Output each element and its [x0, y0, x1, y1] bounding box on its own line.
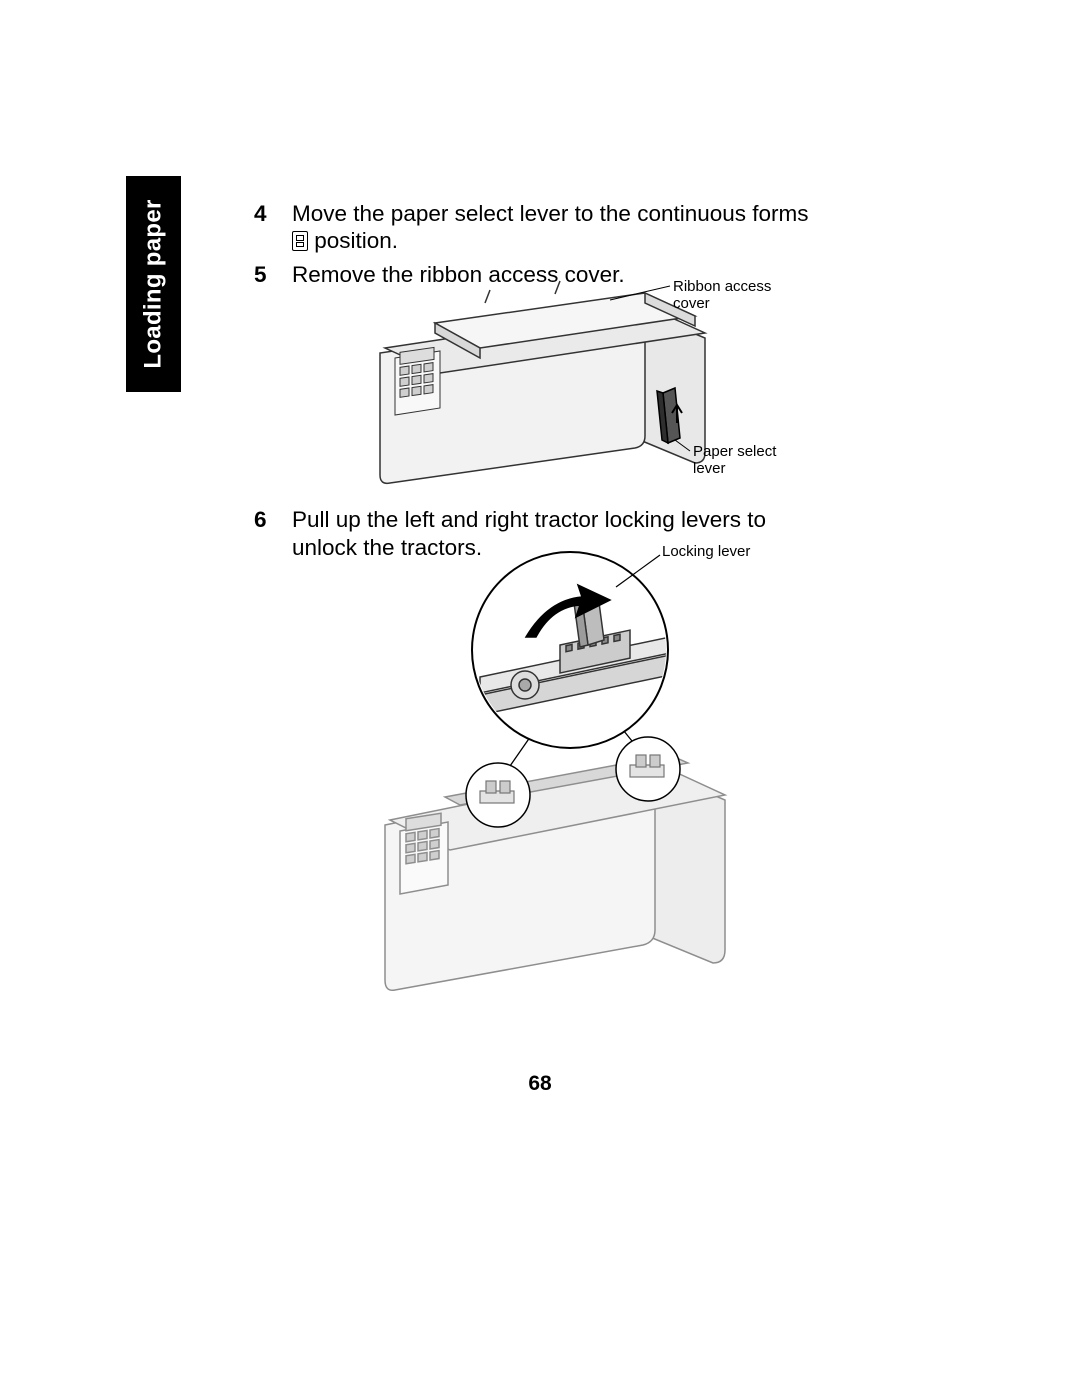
step-text: Move the paper select lever to the conti… [292, 201, 809, 253]
step-4: 4 Move the paper select lever to the con… [254, 200, 824, 255]
label-paper-select-lever: Paper select lever [693, 443, 776, 478]
label-ribbon-access-cover: Ribbon access cover [673, 278, 771, 313]
section-tab: Loading paper [126, 176, 181, 392]
step-number: 6 [254, 506, 267, 533]
figure-tractor-levers: Locking lever [310, 545, 800, 1005]
printer-illustration-2 [310, 545, 800, 1005]
continuous-forms-icon [292, 231, 308, 251]
step-number: 5 [254, 261, 267, 288]
step-number: 4 [254, 200, 267, 227]
manual-page: Loading paper 4 Move the paper select le… [0, 0, 1080, 1397]
page-number: 68 [0, 1072, 1080, 1096]
label-locking-lever: Locking lever [662, 543, 750, 560]
section-tab-label: Loading paper [140, 199, 168, 368]
figure-printer-cover: Ribbon access cover Paper select lever [345, 278, 775, 488]
